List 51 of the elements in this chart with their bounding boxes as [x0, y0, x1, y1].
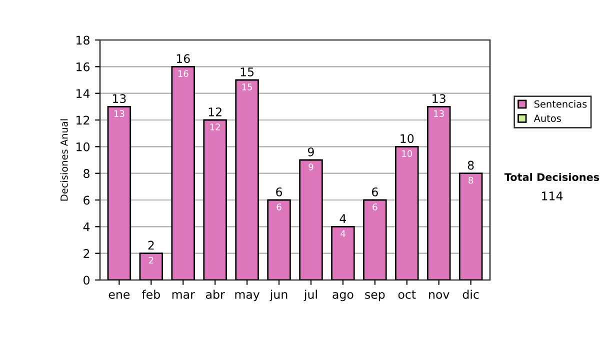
data-label: 13 [434, 110, 444, 117]
y-tick-label: 4 [83, 222, 90, 232]
data-label: 12 [210, 123, 220, 130]
y-tick-label: 14 [76, 89, 90, 98]
total-label: 12 [208, 107, 222, 116]
legend-label: Autos [534, 114, 561, 122]
data-label: 9 [308, 163, 314, 170]
total-label: 13 [112, 94, 126, 104]
x-tick-label: jul [304, 290, 317, 302]
data-label: 10 [402, 150, 412, 157]
y-tick-label: 18 [76, 36, 90, 45]
data-label: 4 [340, 230, 346, 237]
data-label: 6 [276, 203, 282, 210]
x-tick-label: jun [270, 290, 288, 302]
y-tick-label: 10 [76, 142, 90, 152]
total-label: 8 [468, 160, 474, 170]
x-tick-label: abr [206, 290, 225, 299]
x-tick-label: may [235, 292, 260, 302]
total-label: 9 [308, 147, 314, 156]
total-label: 10 [400, 134, 414, 144]
total-label: 16 [176, 54, 190, 64]
total-label: 15 [240, 68, 254, 76]
data-label: 2 [148, 256, 154, 264]
legend-label: Sentencias [534, 100, 587, 108]
total-label: 4 [340, 214, 346, 223]
data-label: 8 [468, 176, 474, 184]
total-label: 6 [372, 187, 378, 196]
y-axis-title: Decisiones Anual [60, 119, 68, 201]
text: 114 [542, 192, 563, 200]
x-tick-label: mar [172, 292, 195, 299]
total-label: 13 [432, 94, 446, 104]
x-tick-label: dic [462, 290, 479, 299]
x-tick-label: oct [398, 290, 416, 299]
data-label: 15 [242, 84, 252, 90]
y-tick-label: 0 [84, 276, 90, 285]
data-label: 13 [114, 110, 124, 117]
y-tick-label: 2 [84, 249, 90, 258]
text: Total Decisiones [504, 172, 600, 182]
data-label: 6 [372, 203, 378, 210]
total-label: 2 [148, 240, 154, 250]
x-tick-label: ago [332, 292, 354, 302]
y-tick-label: 8 [84, 169, 90, 178]
x-tick-label: feb [142, 290, 160, 299]
y-tick-label: 16 [76, 62, 90, 72]
x-tick-label: sep [365, 292, 385, 302]
x-tick-label: nov [429, 292, 450, 299]
y-tick-label: 12 [76, 116, 90, 124]
total-label: 6 [276, 187, 282, 196]
x-tick-label: ene [108, 292, 130, 299]
y-tick-label: 6 [84, 196, 90, 205]
data-label: 16 [178, 70, 188, 77]
